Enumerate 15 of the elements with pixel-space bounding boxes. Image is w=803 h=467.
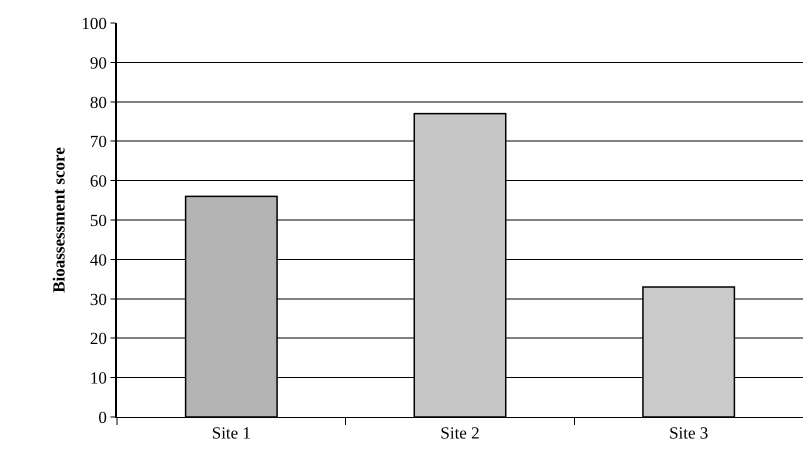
y-tick-label: 90 (90, 53, 107, 72)
y-tick-label: 0 (98, 408, 107, 427)
y-tick-label: 70 (90, 132, 107, 152)
y-tick-label: 50 (90, 210, 107, 230)
y-tick-label: 100 (81, 14, 107, 33)
y-tick-label: 40 (90, 250, 107, 270)
y-tick-label: 60 (90, 172, 107, 191)
y-axis-title: Bioassessment score (49, 146, 68, 293)
y-tick-label: 30 (90, 290, 107, 309)
x-tick-label: Site 2 (440, 423, 480, 442)
y-tick-label: 80 (90, 92, 107, 112)
x-tick-label: Site 1 (212, 423, 251, 442)
y-tick-label: 20 (90, 329, 107, 348)
y-tick-label: 10 (90, 368, 107, 388)
x-tick-label: Site 3 (669, 423, 708, 442)
